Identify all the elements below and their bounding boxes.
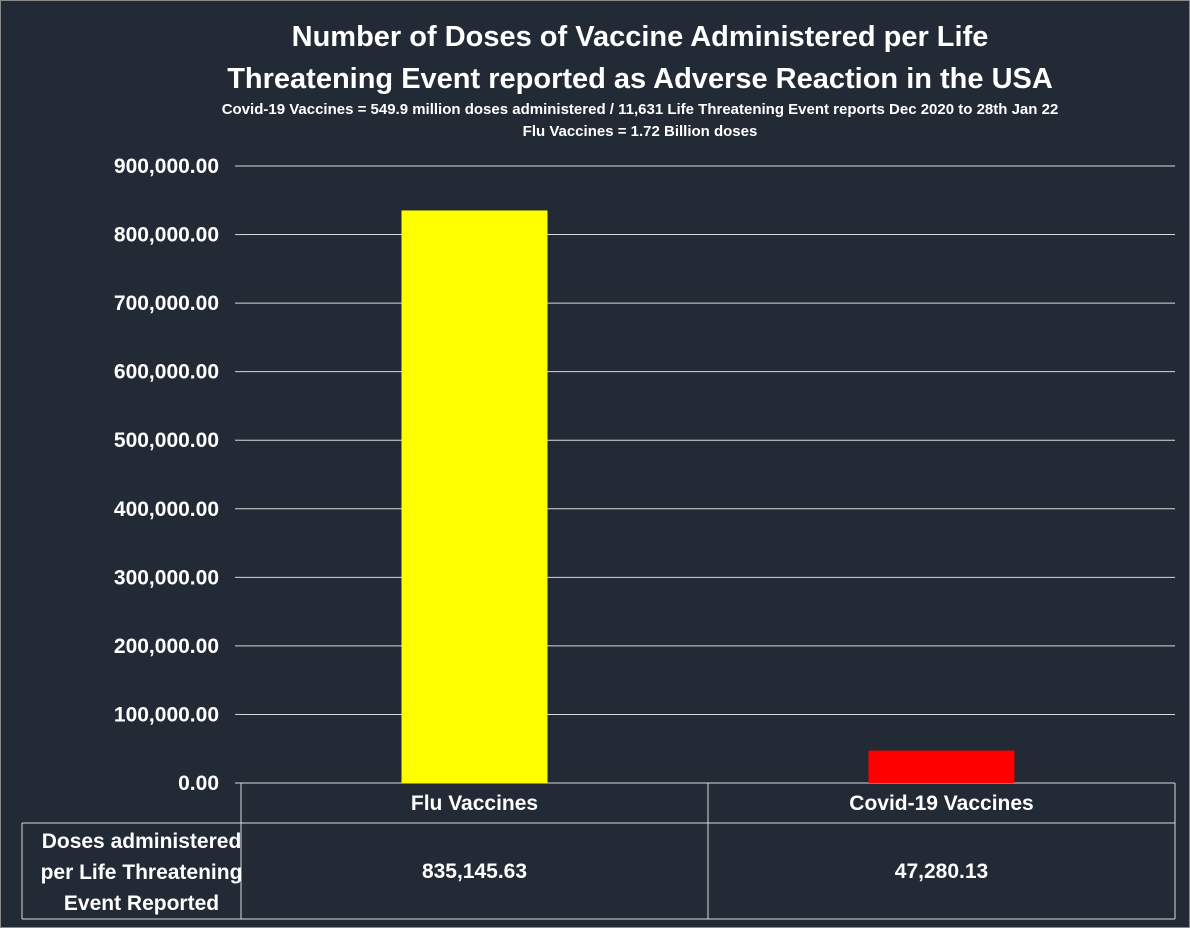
y-tick-label: 300,000.00	[114, 566, 219, 589]
bar-flu-vaccines	[401, 210, 548, 783]
y-tick-label: 400,000.00	[114, 498, 219, 521]
y-tick-label: 100,000.00	[114, 703, 219, 726]
y-tick-label: 800,000.00	[114, 224, 219, 247]
chart-subtitle-line-1: Covid-19 Vaccines = 549.9 million doses …	[221, 101, 1059, 118]
category-label: Flu Vaccines	[411, 792, 538, 815]
y-tick-label: 500,000.00	[114, 429, 219, 452]
y-tick-label: 600,000.00	[114, 361, 219, 384]
chart-title-line-1: Number of Doses of Vaccine Administered …	[291, 21, 989, 53]
y-tick-label: 0.00	[178, 772, 219, 795]
bar-covid-19-vaccines	[868, 750, 1015, 783]
category-label: Covid-19 Vaccines	[849, 792, 1033, 815]
chart-title: Number of Doses of Vaccine Administered …	[60, 16, 1190, 100]
data-table-row-label: Doses administered	[42, 830, 242, 853]
data-table-value: 835,145.63	[422, 860, 527, 883]
y-tick-label: 200,000.00	[114, 635, 219, 658]
chart-subtitle-line-2: Flu Vaccines = 1.72 Billion doses	[522, 123, 758, 140]
y-tick-label: 900,000.00	[114, 155, 219, 178]
data-table-row-label: per Life Threatening	[41, 861, 243, 884]
data-table-row-label: Event Reported	[64, 892, 219, 915]
chart-title-line-2: Threatening Event reported as Adverse Re…	[227, 63, 1053, 95]
y-tick-label: 700,000.00	[114, 292, 219, 315]
data-table-value: 47,280.13	[895, 860, 988, 883]
